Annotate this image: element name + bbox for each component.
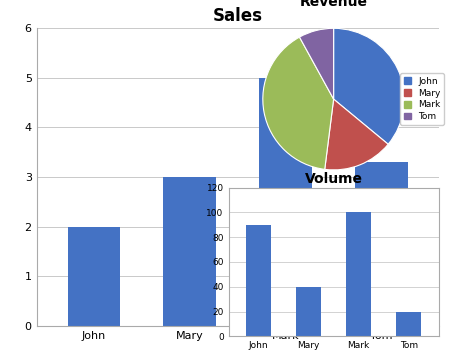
Bar (246, 225, 271, 336)
Title: Revenue: Revenue (300, 0, 367, 10)
Bar (259, 78, 312, 326)
Wedge shape (334, 28, 404, 144)
Bar (396, 312, 421, 336)
Bar (355, 162, 408, 326)
Bar (346, 212, 371, 336)
Wedge shape (263, 37, 334, 169)
Legend: John, Mary, Mark, Tom: John, Mary, Mark, Tom (400, 73, 444, 125)
Wedge shape (299, 28, 334, 99)
Title: Volume: Volume (305, 172, 362, 187)
Bar (68, 227, 120, 326)
Title: Sales: Sales (213, 7, 263, 25)
Bar (164, 177, 216, 326)
Wedge shape (325, 99, 388, 170)
Bar (296, 287, 321, 336)
